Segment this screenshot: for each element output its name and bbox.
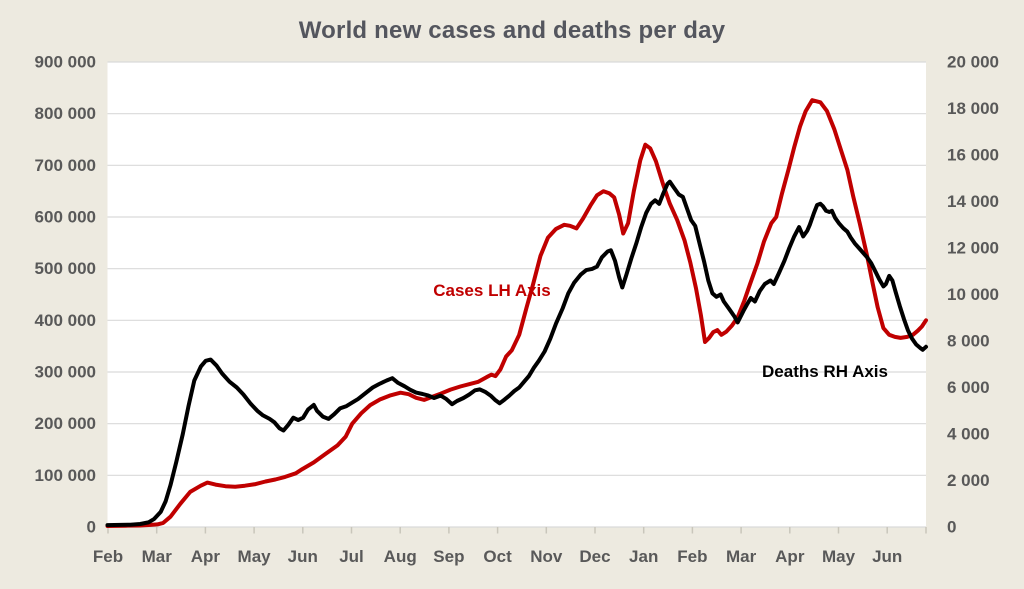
month-label: Mar [142,547,173,566]
right-axis-tick-label: 6 000 [947,378,990,397]
month-label: Dec [579,547,610,566]
month-label: Oct [483,547,512,566]
left-axis-tick-label: 100 000 [35,466,96,485]
cases-series-label: Cases LH Axis [433,281,550,300]
month-label: Jan [629,547,658,566]
month-label: May [238,547,272,566]
left-axis-tick-label: 600 000 [35,208,96,227]
left-axis-tick-label: 0 [87,518,96,537]
right-axis-tick-label: 8 000 [947,332,990,351]
plot-area [107,62,926,527]
x-axis-tick-marks [107,527,927,534]
right-axis-tick-label: 14 000 [947,192,999,211]
right-axis-tick-label: 0 [947,518,956,537]
right-axis-tick-label: 20 000 [947,53,999,72]
left-axis-tick-label: 700 000 [35,156,96,175]
month-label: Sep [433,547,464,566]
left-axis-tick-label: 800 000 [35,104,96,123]
deaths-line-series [105,179,928,528]
chart-title: World new cases and deaths per day [298,17,726,44]
left-axis-tick-label: 300 000 [35,363,96,382]
right-axis-tick-label: 18 000 [947,99,999,118]
right-axis-tick-label: 12 000 [947,239,999,258]
right-axis-tick-labels: 20 000 18 000 16 000 14 000 12 000 10 000 8 00… [947,53,999,537]
right-axis-tick-label: 2 000 [947,471,990,490]
right-axis-tick-label: 16 000 [947,146,999,165]
month-label: Feb [677,547,707,566]
left-axis-tick-labels: 900 000 800 000 700 000 600 000 500 000 400 0… [35,53,96,537]
gridlines [107,61,926,528]
left-axis-tick-label: 500 000 [35,259,96,278]
month-label: Nov [530,547,563,566]
deaths-series-label: Deaths RH Axis [762,362,888,381]
month-label: Jul [339,547,364,566]
right-axis-tick-label: 10 000 [947,285,999,304]
month-label: Feb [93,547,123,566]
left-axis-tick-label: 900 000 [35,53,96,72]
left-axis-tick-label: 400 000 [35,311,96,330]
left-axis-tick-label: 200 000 [35,414,96,433]
month-label: Apr [191,547,221,566]
month-label: Mar [726,547,757,566]
month-label: Jun [872,547,902,566]
x-axis-tick-labels: Feb Mar Apr May Jun Jul Aug Sep Oct Nov Dec Jan Feb M… [93,547,902,566]
month-label: Jun [288,547,318,566]
cases-line-series [105,98,928,528]
month-label: Apr [775,547,805,566]
right-axis-tick-label: 4 000 [947,425,990,444]
month-label: May [822,547,856,566]
month-label: Aug [384,547,417,566]
